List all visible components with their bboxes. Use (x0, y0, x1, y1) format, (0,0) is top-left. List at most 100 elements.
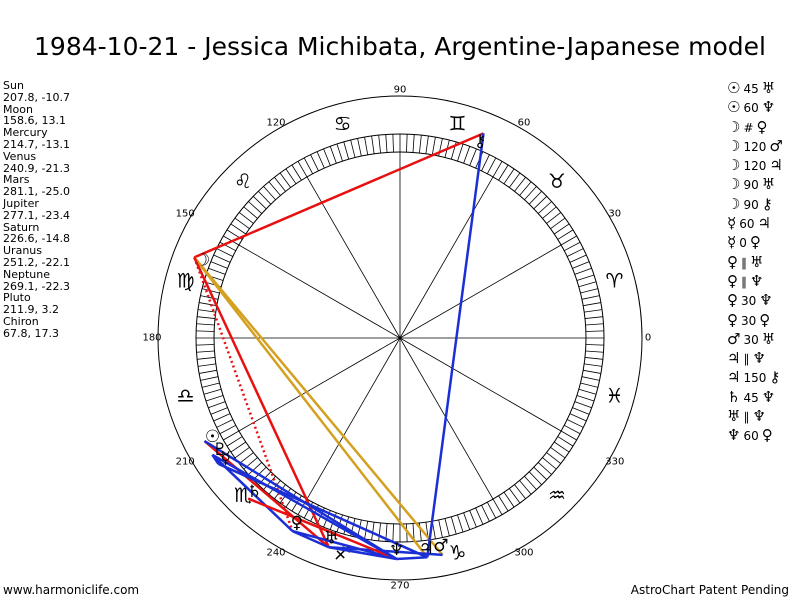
aspect-planet-b: ♆ (761, 98, 776, 117)
aspect-planet-a: ♀ (727, 310, 738, 329)
position-name: Moon (3, 102, 33, 116)
aspect-planet-a: ☿ (727, 233, 737, 252)
degree-tick (201, 382, 220, 388)
degree-tick (268, 181, 281, 196)
degree-tick (197, 309, 216, 313)
aspect-row: ☽ 120 ♃ (727, 156, 783, 175)
degree-tick (263, 186, 276, 201)
degree-tick (216, 419, 233, 428)
aspect-row: ♂ 30 ♅ (727, 330, 783, 349)
degree-tick (199, 302, 217, 307)
degree-tick (291, 164, 302, 181)
aspect-line (328, 545, 397, 561)
degree-tick (371, 135, 375, 154)
position-value: 207.8, -10.7 (3, 90, 70, 104)
zodiac-sign-glyph: ♌︎ (234, 169, 252, 193)
degree-tick (524, 475, 537, 490)
sign-spoke (306, 337, 401, 500)
degree-tick (196, 344, 215, 346)
aspect-planet-b: ♆ (752, 407, 766, 426)
degree-tick (230, 441, 247, 453)
degree-tick (578, 388, 597, 395)
degree-tick (583, 369, 601, 374)
degree-tick (197, 363, 216, 367)
position-name: Mars (3, 173, 30, 187)
aspect-angle: 45 (743, 390, 759, 405)
sign-spoke (399, 244, 562, 339)
degree-tick (438, 519, 443, 538)
degree-tick (316, 151, 325, 169)
degree-tick (196, 330, 215, 332)
degree-tick (542, 457, 557, 470)
aspect-angle: # (743, 120, 754, 135)
aspect-line (292, 529, 397, 561)
zodiac-sign-glyph: ♓︎ (605, 383, 623, 407)
aspect-planet-b: ♀ (759, 310, 771, 329)
aspect-row: ♀ ∥ ♅ (727, 253, 783, 272)
patent-note: AstroChart Patent Pending (630, 583, 789, 597)
sign-spoke (399, 337, 562, 432)
position-value: 226.6, -14.8 (3, 232, 70, 246)
degree-tick (268, 480, 281, 495)
degree-tick (546, 452, 562, 464)
zodiac-sign-glyph: ♈︎ (605, 269, 623, 293)
degree-tick (583, 302, 601, 307)
degree-tick (585, 323, 604, 326)
degree-tick (392, 134, 394, 153)
degree-tick (560, 235, 577, 246)
position-name: Uranus (3, 244, 42, 258)
degree-tick (498, 164, 509, 181)
planet-glyph: ♂︎ (433, 536, 448, 556)
aspect-planet-a: ☽ (727, 194, 741, 213)
degree-tick (584, 363, 603, 367)
degree-tick (542, 206, 557, 219)
aspect-planet-a: ♄ (727, 387, 741, 406)
position-value: 269.1, -22.3 (3, 279, 70, 293)
degree-tick (258, 190, 272, 205)
chart-title: 1984-10-21 - Jessica Michibata, Argentin… (34, 32, 766, 61)
website-link[interactable]: www.harmoniclife.com (3, 583, 140, 597)
aspect-line (211, 453, 398, 561)
position-value: 251.2, -22.1 (3, 255, 70, 269)
zodiac-sign-glyphs: ♈︎♉︎♊︎♋︎♌︎♍︎♎︎♏︎♐︎ ♑︎♒︎♓︎ (177, 112, 624, 565)
aspect-planet-b: ⚷ (769, 368, 781, 387)
aspect-line (396, 556, 428, 561)
zodiac-sign-glyph: ♊︎ (448, 112, 466, 136)
degree-tick (385, 134, 388, 153)
degree-tick (252, 196, 267, 210)
degree-tick (492, 498, 503, 515)
degree-tick (533, 196, 548, 210)
degree-tick (310, 154, 319, 171)
degree-tick (329, 146, 337, 164)
degree-tick (350, 139, 356, 158)
planet-glyph: ☉︎ (205, 427, 220, 447)
degree-tick (457, 143, 464, 162)
aspect-planet-a: ☽ (727, 175, 741, 194)
aspect-row: ♀ 30 ♆ (727, 291, 783, 310)
degree-tick (196, 323, 215, 326)
degree-tick (553, 441, 570, 453)
degree-label: 120 (266, 118, 285, 129)
degree-tick (208, 401, 226, 409)
aspect-planet-b: ♀ (749, 233, 761, 252)
aspect-planet-a: ☉ (727, 79, 741, 97)
aspect-planet-b: ♅ (761, 329, 776, 348)
aspect-line (193, 256, 330, 548)
degree-tick (514, 484, 526, 500)
aspect-planet-a: ☽ (727, 117, 741, 136)
aspect-planet-b: ♆ (752, 349, 766, 368)
degree-tick (509, 172, 521, 188)
position-value: 240.9, -21.3 (3, 161, 70, 175)
aspect-line (247, 497, 397, 561)
degree-tick (285, 168, 297, 185)
aspect-angle: 60 (739, 217, 755, 232)
degree-tick (585, 344, 604, 346)
aspect-planet-b: ♆ (759, 291, 773, 310)
aspect-planet-a: ♅ (727, 407, 741, 426)
degree-tick (203, 388, 222, 395)
degree-tick (234, 217, 250, 229)
aspect-row: ♃ ∥ ♆ (727, 349, 783, 368)
aspect-line (203, 440, 330, 549)
degree-tick (528, 190, 542, 205)
degree-label: 240 (266, 547, 285, 558)
